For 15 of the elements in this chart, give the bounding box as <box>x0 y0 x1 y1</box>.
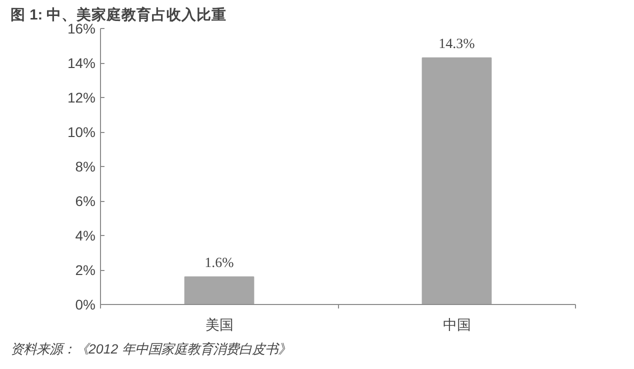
y-tick-label: 16% <box>67 20 96 36</box>
y-tick-label: 14% <box>67 55 96 71</box>
y-tick-label: 8% <box>75 158 96 174</box>
data-label: 1.6% <box>204 256 234 271</box>
chart-title: 图 1: 中、美家庭教育占收入比重 <box>10 6 227 24</box>
text: 资料来源：《2012 年中国家庭教育消费白皮书》 <box>10 342 291 356</box>
y-tick-label: 2% <box>75 262 96 278</box>
y-tick-label: 4% <box>75 228 96 244</box>
x-tick-label: 中国 <box>442 316 471 332</box>
y-tick-label: 10% <box>67 124 96 140</box>
data-label: 14.3% <box>438 36 476 52</box>
y-tick-label: 12% <box>67 90 96 106</box>
x-tick-label: 美国 <box>205 316 234 332</box>
y-tick-label: 0% <box>75 296 96 312</box>
y-tick-label: 6% <box>75 193 96 209</box>
